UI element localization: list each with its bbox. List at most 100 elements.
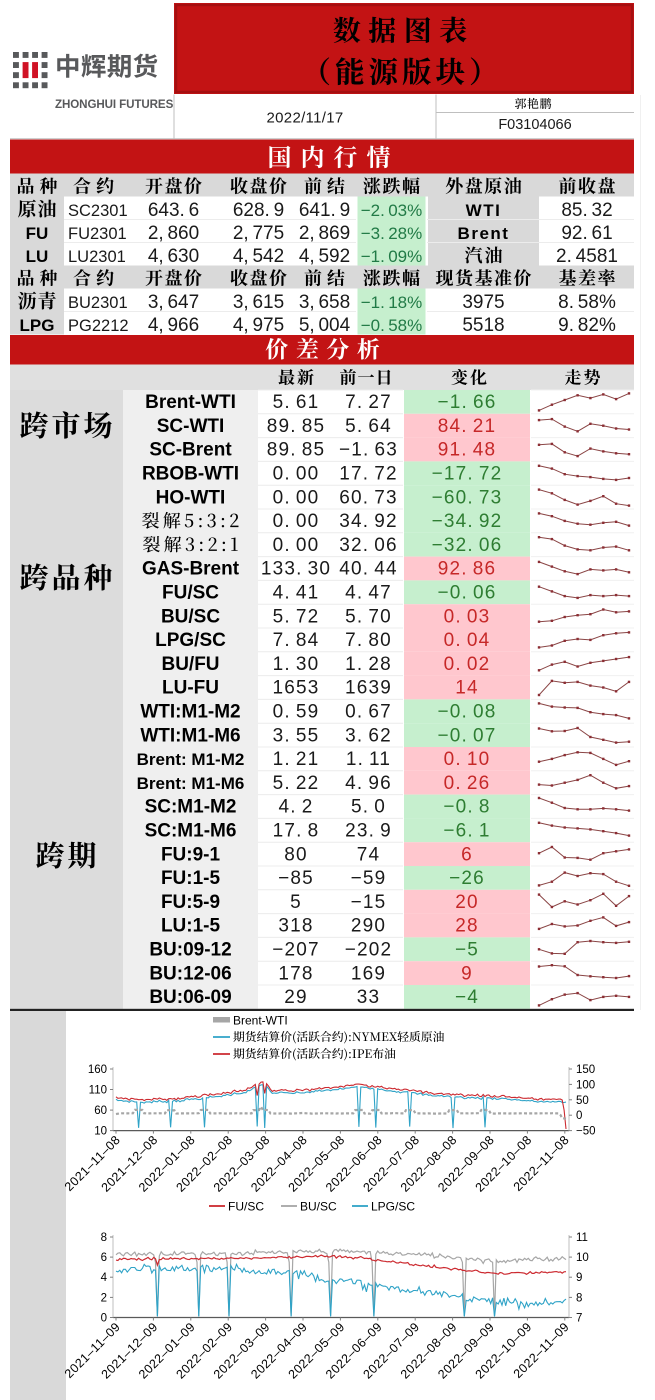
svg-text:SC:M1-M6: SC:M1-M6 bbox=[145, 821, 237, 842]
svg-text:BU/FU: BU/FU bbox=[161, 654, 219, 675]
svg-text:4. 2: 4. 2 bbox=[278, 797, 313, 818]
svg-text:5, 004: 5, 004 bbox=[299, 315, 351, 336]
svg-text:FU/SC: FU/SC bbox=[228, 1200, 264, 1214]
svg-text:28: 28 bbox=[455, 916, 479, 937]
svg-text:4, 975: 4, 975 bbox=[233, 315, 284, 336]
svg-text:Brent: M1-M2: Brent: M1-M2 bbox=[137, 750, 245, 769]
svg-text:169: 169 bbox=[351, 963, 386, 984]
svg-text:FU:9-1: FU:9-1 bbox=[161, 844, 221, 865]
svg-text:318: 318 bbox=[278, 916, 313, 937]
svg-text:−85: −85 bbox=[278, 868, 314, 889]
svg-text:3, 658: 3, 658 bbox=[299, 292, 350, 313]
svg-text:−2. 03%: −2. 03% bbox=[361, 201, 423, 220]
svg-text:74: 74 bbox=[357, 844, 381, 865]
svg-text:FU2301: FU2301 bbox=[68, 225, 127, 243]
svg-text:−60. 73: −60. 73 bbox=[432, 487, 503, 508]
svg-text:WTI: WTI bbox=[466, 201, 502, 220]
svg-text:−17. 72: −17. 72 bbox=[432, 464, 503, 485]
svg-text:−0. 08: −0. 08 bbox=[437, 702, 496, 723]
svg-text:FU/SC: FU/SC bbox=[162, 583, 219, 604]
svg-text:−1. 18%: −1. 18% bbox=[361, 293, 423, 312]
svg-text:−34. 92: −34. 92 bbox=[432, 511, 503, 532]
svg-text:0. 10: 0. 10 bbox=[444, 749, 491, 770]
svg-text:10: 10 bbox=[576, 1252, 589, 1264]
svg-text:160: 160 bbox=[88, 1064, 107, 1076]
svg-text:0. 03: 0. 03 bbox=[444, 606, 491, 627]
svg-text:641. 9: 641. 9 bbox=[299, 200, 350, 221]
svg-text:7. 27: 7. 27 bbox=[345, 392, 392, 413]
svg-text:3. 55: 3. 55 bbox=[273, 725, 320, 746]
svg-text:8: 8 bbox=[101, 1232, 107, 1244]
svg-text:0. 00: 0. 00 bbox=[273, 487, 320, 508]
svg-text:7: 7 bbox=[576, 1313, 582, 1325]
svg-text:9. 82%: 9. 82% bbox=[558, 315, 616, 336]
svg-text:BU/SC: BU/SC bbox=[161, 606, 220, 627]
svg-text:4. 47: 4. 47 bbox=[345, 583, 392, 604]
svg-text:LU2301: LU2301 bbox=[68, 248, 126, 266]
svg-text:1. 30: 1. 30 bbox=[273, 654, 320, 675]
svg-text:9: 9 bbox=[461, 963, 473, 984]
svg-text:BU:06-09: BU:06-09 bbox=[149, 987, 231, 1008]
svg-text:Brent-WTI: Brent-WTI bbox=[145, 392, 236, 413]
svg-text:110: 110 bbox=[89, 1085, 107, 1097]
svg-text:5518: 5518 bbox=[462, 315, 504, 336]
svg-text:FU:5-9: FU:5-9 bbox=[161, 892, 220, 913]
svg-text:92. 86: 92. 86 bbox=[438, 559, 497, 580]
svg-text:ZHONGHUI FUTURES: ZHONGHUI FUTURES bbox=[55, 98, 174, 111]
svg-text:SC:M1-M2: SC:M1-M2 bbox=[145, 797, 237, 818]
svg-text:−15: −15 bbox=[351, 892, 387, 913]
svg-text:1653: 1653 bbox=[272, 678, 319, 699]
svg-text:6: 6 bbox=[461, 844, 473, 865]
svg-text:0. 00: 0. 00 bbox=[273, 535, 320, 556]
svg-text:SC-Brent: SC-Brent bbox=[149, 440, 232, 461]
svg-text:PG2212: PG2212 bbox=[68, 317, 129, 335]
svg-text:BU:12-06: BU:12-06 bbox=[149, 963, 231, 984]
svg-text:LPG/SC: LPG/SC bbox=[371, 1200, 415, 1214]
svg-text:628. 9: 628. 9 bbox=[233, 200, 284, 221]
svg-text:14: 14 bbox=[455, 678, 479, 699]
svg-text:0. 02: 0. 02 bbox=[444, 654, 491, 675]
svg-text:6: 6 bbox=[101, 1252, 107, 1264]
svg-text:GAS-Brent: GAS-Brent bbox=[142, 559, 240, 580]
svg-text:HO-WTI: HO-WTI bbox=[156, 487, 226, 508]
svg-text:1. 11: 1. 11 bbox=[346, 749, 391, 770]
svg-text:2: 2 bbox=[101, 1292, 107, 1304]
svg-text:−59: −59 bbox=[351, 868, 387, 889]
svg-text:3975: 3975 bbox=[462, 292, 504, 313]
svg-text:2, 775: 2, 775 bbox=[233, 223, 284, 244]
svg-text:0. 00: 0. 00 bbox=[273, 511, 320, 532]
svg-text:7. 84: 7. 84 bbox=[273, 630, 320, 651]
svg-text:290: 290 bbox=[351, 916, 386, 937]
svg-text:4. 41: 4. 41 bbox=[273, 583, 320, 604]
svg-text:133. 30: 133. 30 bbox=[261, 559, 331, 580]
svg-text:60. 73: 60. 73 bbox=[339, 487, 398, 508]
svg-text:−0. 07: −0. 07 bbox=[437, 725, 496, 746]
svg-text:84. 21: 84. 21 bbox=[438, 416, 497, 437]
svg-text:10: 10 bbox=[94, 1126, 107, 1138]
svg-text:−32. 06: −32. 06 bbox=[432, 535, 503, 556]
svg-text:100: 100 bbox=[576, 1079, 595, 1091]
svg-text:5. 22: 5. 22 bbox=[273, 773, 320, 794]
svg-text:2. 4581: 2. 4581 bbox=[556, 246, 618, 267]
svg-text:BU:09-12: BU:09-12 bbox=[149, 940, 231, 961]
svg-text:−3. 28%: −3. 28% bbox=[361, 224, 423, 243]
svg-text:17. 72: 17. 72 bbox=[339, 464, 398, 485]
svg-text:9: 9 bbox=[576, 1272, 582, 1284]
svg-text:−0. 8: −0. 8 bbox=[443, 797, 490, 818]
svg-text:LU-FU: LU-FU bbox=[162, 678, 219, 699]
svg-text:3, 615: 3, 615 bbox=[233, 292, 284, 313]
svg-text:−1. 66: −1. 66 bbox=[437, 392, 496, 413]
svg-text:−1. 63: −1. 63 bbox=[339, 440, 398, 461]
svg-text:5: 5 bbox=[290, 892, 302, 913]
svg-text:−202: −202 bbox=[345, 940, 393, 961]
svg-text:4. 96: 4. 96 bbox=[345, 773, 392, 794]
svg-text:1. 28: 1. 28 bbox=[345, 654, 392, 675]
svg-text:29: 29 bbox=[284, 987, 308, 1008]
svg-text:80: 80 bbox=[284, 844, 308, 865]
svg-text:178: 178 bbox=[278, 963, 313, 984]
svg-text:4: 4 bbox=[101, 1272, 108, 1284]
svg-text:23. 9: 23. 9 bbox=[345, 821, 392, 842]
svg-text:5. 72: 5. 72 bbox=[273, 606, 320, 627]
svg-text:91. 48: 91. 48 bbox=[438, 440, 497, 461]
svg-text:LU:1-5: LU:1-5 bbox=[161, 916, 221, 937]
